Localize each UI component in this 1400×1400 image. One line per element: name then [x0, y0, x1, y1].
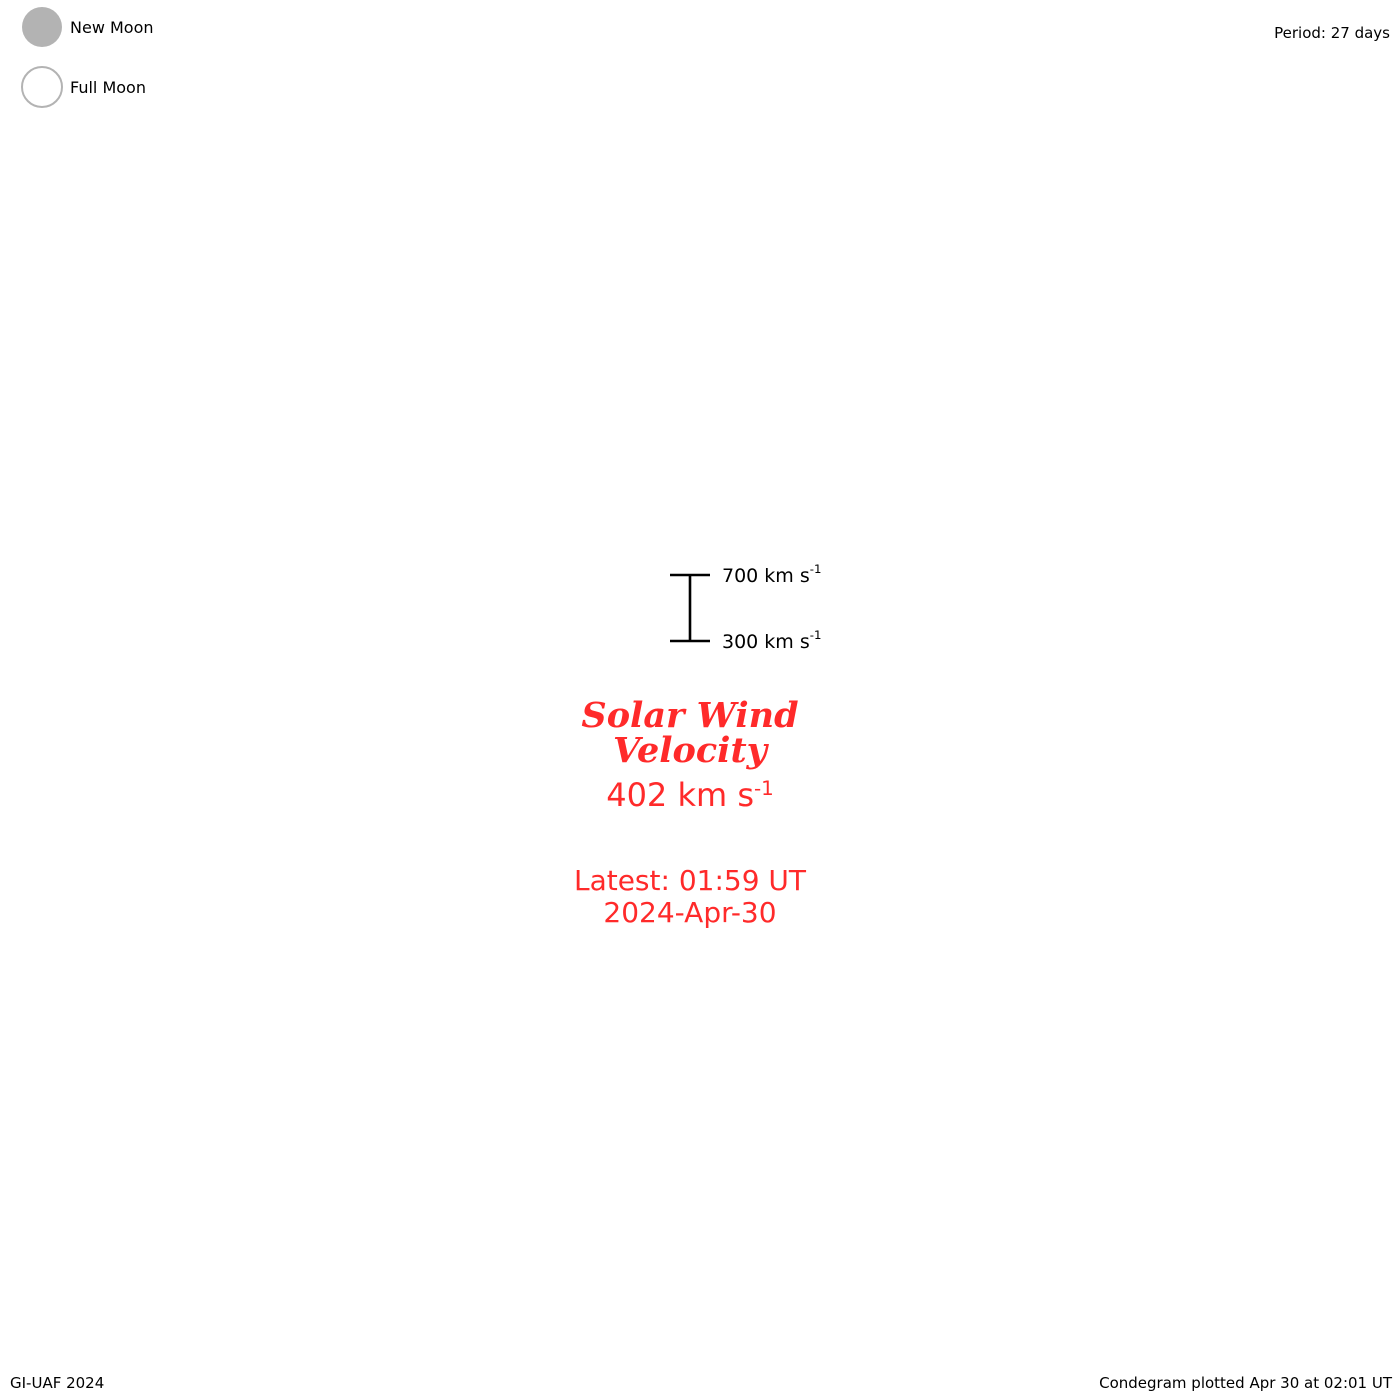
center-scale-bar: 700 km s-1 300 km s-1: [670, 562, 822, 653]
chart-title-line1: Solar Wind: [581, 695, 798, 736]
chart-title-line2: Velocity: [613, 730, 770, 771]
full-moon-icon: [21, 66, 63, 108]
latest-time-label: Latest: 01:59 UT: [574, 864, 807, 897]
full-moon-legend-label: Full Moon: [70, 78, 146, 97]
scale-bottom-label: 300 km s-1: [722, 628, 822, 653]
new-moon-legend-label: New Moon: [70, 18, 154, 37]
plotted-label: Condegram plotted Apr 30 at 02:01 UT: [1099, 1374, 1393, 1392]
credit-label: GI-UAF 2024: [10, 1374, 104, 1392]
new-moon-icon: [22, 7, 62, 47]
scale-top-label: 700 km s-1: [722, 562, 822, 587]
current-value: 402 km s-1: [606, 776, 774, 814]
legend: New Moon Full Moon: [21, 7, 154, 108]
latest-date-label: 2024-Apr-30: [603, 896, 776, 929]
period-label: Period: 27 days: [1274, 24, 1390, 42]
